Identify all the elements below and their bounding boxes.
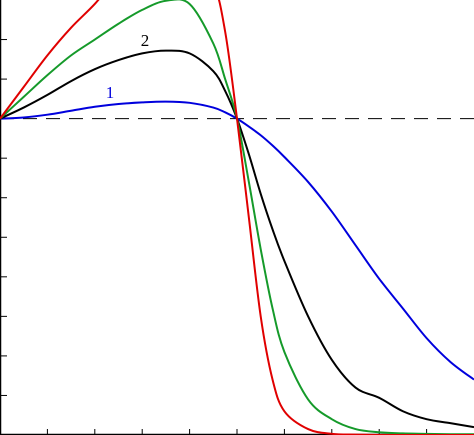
curve-label: 2 (141, 31, 150, 50)
series-line (0, 49, 474, 429)
curve-label: 1 (106, 83, 115, 102)
series-line (0, 100, 474, 381)
